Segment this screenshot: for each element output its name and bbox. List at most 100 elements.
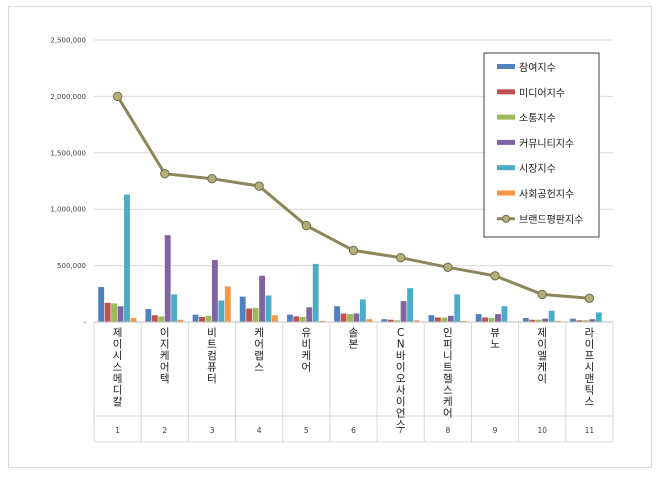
- line-marker: [301, 220, 311, 231]
- x-category-number: 2: [162, 426, 167, 435]
- bar: [454, 294, 461, 322]
- x-category-number: 1: [115, 426, 120, 435]
- bar: [407, 288, 413, 322]
- legend-label: 시장지수: [519, 163, 556, 175]
- line-marker: [537, 289, 547, 300]
- bar: [252, 307, 259, 322]
- bar: [542, 318, 549, 322]
- legend-label: 사회공헌지수: [519, 189, 574, 201]
- bar: [177, 319, 184, 322]
- bar: [488, 318, 495, 322]
- x-category-number: 8: [445, 426, 450, 435]
- legend-label: 커뮤니티지수: [519, 138, 574, 150]
- legend-label: 미디어지수: [519, 87, 565, 99]
- bar-series: [98, 194, 609, 322]
- x-category-number: 6: [351, 426, 356, 435]
- y-tick-label: 1,000,000: [50, 206, 86, 214]
- bar: [394, 320, 401, 322]
- bar: [576, 320, 583, 322]
- y-tick-label: -: [83, 319, 86, 327]
- line-marker: [254, 181, 264, 191]
- bar: [334, 306, 341, 322]
- line-marker: [443, 262, 453, 272]
- bar: [529, 319, 536, 322]
- bar: [265, 295, 272, 322]
- x-category-number: 9: [493, 426, 498, 435]
- bar: [124, 194, 130, 322]
- legend-swatch: [497, 165, 515, 171]
- bar: [589, 319, 596, 322]
- bar: [259, 275, 265, 322]
- bar: [145, 309, 152, 322]
- bar: [211, 259, 218, 322]
- legend-label: 브랜드평판지수: [519, 214, 583, 226]
- x-category-number: 7: [398, 426, 403, 435]
- line-marker: [396, 253, 406, 263]
- y-axis-ticks: 2,500,000 2,000,000 1,500,000 1,000,000 500,…: [50, 37, 86, 327]
- bar: [130, 318, 137, 322]
- bar: [555, 320, 561, 322]
- bar: [441, 317, 448, 322]
- bar: [535, 319, 542, 322]
- bar: [111, 303, 117, 322]
- legend-box: [483, 52, 600, 238]
- bar: [595, 312, 602, 322]
- line-marker: [160, 169, 170, 179]
- bar: [400, 301, 407, 322]
- bar: [475, 314, 482, 322]
- bar: [340, 313, 347, 322]
- bar: [151, 315, 158, 322]
- bar: [312, 263, 319, 322]
- bar: [98, 287, 105, 322]
- bar: [359, 299, 366, 322]
- bar: [299, 316, 306, 322]
- line-series: [112, 91, 595, 303]
- bar: [293, 316, 300, 322]
- bar: [501, 306, 508, 322]
- bar: [582, 320, 589, 322]
- bar: [381, 319, 388, 322]
- bar: [218, 300, 225, 322]
- bar: [286, 314, 293, 322]
- bar: [192, 314, 199, 322]
- bar: [434, 317, 441, 322]
- legend-swatch: [497, 89, 515, 95]
- bar: [319, 320, 326, 322]
- bar: [447, 315, 454, 322]
- bar: [366, 319, 373, 322]
- bar: [460, 320, 467, 322]
- bar: [199, 316, 205, 322]
- bar: [428, 315, 435, 322]
- bar: [171, 294, 178, 322]
- bar: [117, 306, 124, 322]
- bar: [347, 314, 353, 322]
- bar: [522, 318, 529, 322]
- line-marker: [348, 245, 359, 256]
- x-category-number: 10: [537, 426, 547, 435]
- bar: [239, 296, 246, 322]
- bar: [387, 319, 394, 322]
- bar: [495, 314, 501, 322]
- bar: [164, 235, 171, 322]
- bar: [104, 302, 111, 322]
- y-tick-label: 2,000,000: [50, 93, 86, 101]
- line-marker: [584, 293, 595, 303]
- x-category-number: 4: [257, 426, 262, 435]
- y-tick-label: 2,500,000: [50, 37, 86, 45]
- x-category-number: 11: [585, 426, 595, 435]
- line-marker: [112, 91, 123, 102]
- legend-swatch: [497, 114, 515, 120]
- bar: [158, 316, 165, 322]
- legend-swatch: [497, 190, 515, 196]
- y-tick-label: 1,500,000: [50, 149, 86, 157]
- bar: [353, 313, 360, 322]
